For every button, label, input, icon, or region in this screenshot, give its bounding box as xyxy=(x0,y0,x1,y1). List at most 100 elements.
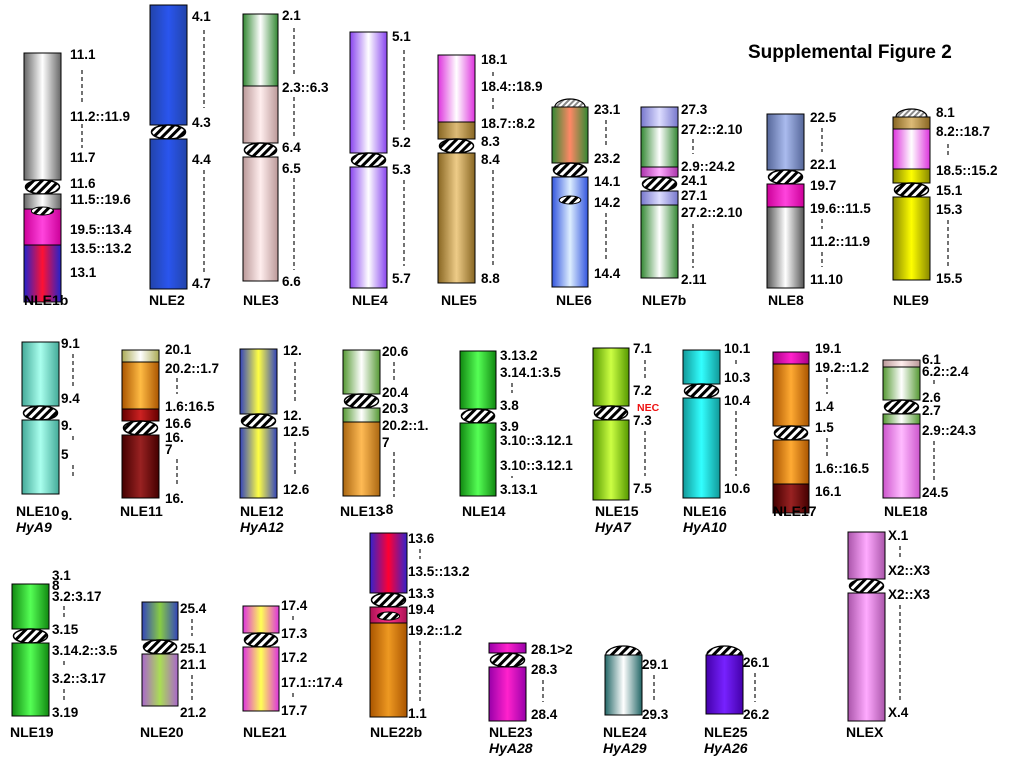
band-label-nle4-0: 5.1 xyxy=(392,29,411,44)
band-label-nle1b-2: 11.7 xyxy=(70,150,96,165)
band-label-nle8-1: 22.1 xyxy=(810,157,837,172)
homolog-label-nle25: HyA26 xyxy=(704,740,748,756)
band-label-nle5-3: 8.3 xyxy=(481,134,500,149)
chromosome-name-nlex: NLEX xyxy=(846,724,884,740)
inner-band-nle22b-0 xyxy=(376,611,401,621)
band-label-nle24-0: 29.1 xyxy=(642,657,669,672)
band-label-nle11-4: 16. xyxy=(165,430,184,445)
band-label-nle4-3: 5.7 xyxy=(392,271,411,286)
band-label-nle10-0: 9.1 xyxy=(61,336,80,351)
chromosome-name-nle5: NLE5 xyxy=(441,292,477,308)
band-label-nle6-3: 14.2 xyxy=(594,195,620,210)
chromosome-nle11: 20.120.2::1.71.6:16.516.616.716.NLE11 xyxy=(120,342,219,519)
band-nle7b-4 xyxy=(640,190,679,206)
band-label-nle5-1: 18.4::18.9 xyxy=(481,79,543,94)
centromere-nle14 xyxy=(460,408,496,424)
band-nle3-1 xyxy=(242,85,279,144)
band-label-nle7b-0: 27.3 xyxy=(681,102,708,117)
band-label-nle2-2: 4.4 xyxy=(192,152,211,167)
chromosome-name-nle14: NLE14 xyxy=(462,503,506,519)
band-label-nle19-6: 3.19 xyxy=(52,705,78,720)
chromosome-name-nle2: NLE2 xyxy=(149,292,185,308)
band-nle4-2 xyxy=(349,166,388,289)
band-label-nle14-5: 3.10::3.12.1 xyxy=(500,458,573,473)
chromosome-name-nle24: NLE24 xyxy=(603,724,647,740)
chromosome-name-nle20: NLE20 xyxy=(140,724,184,740)
centromere-nle23 xyxy=(489,652,526,668)
chromosome-name-nle7b: NLE7b xyxy=(642,292,686,308)
band-label-nle2-1: 4.3 xyxy=(192,115,211,130)
nec-label: NEC xyxy=(637,402,660,414)
band-label-nle6-0: 23.1 xyxy=(594,102,621,117)
band-nle9-0 xyxy=(892,116,931,130)
band-label-nle1b-6: 13.5::13.2 xyxy=(70,241,132,256)
homolog-label-nle24: HyA29 xyxy=(603,740,647,756)
band-label-nle5-0: 18.1 xyxy=(481,52,508,67)
band-label-nle10-1: 9.4 xyxy=(61,391,80,406)
band-nle3-0 xyxy=(242,13,279,87)
chromosome-name-nle11: NLE11 xyxy=(120,503,163,519)
band-label-nle5-2: 18.7::8.2 xyxy=(481,116,535,131)
centromere-nle6 xyxy=(552,162,588,178)
band-label-nle7b-5: 27.2::2.10 xyxy=(681,205,743,220)
band-label-nle6-4: 14.4 xyxy=(594,266,621,281)
band-label-nle17-1: 19.2::1.2 xyxy=(815,360,869,375)
band-label-nle23-0: 28.1>2 xyxy=(531,642,573,657)
band-label-nle11-0: 20.1 xyxy=(165,342,192,357)
band-label-nle7b-1: 27.2::2.10 xyxy=(681,122,743,137)
band-label-nle18-1: 6.2::2.4 xyxy=(922,364,969,379)
band-label-nle22b-5: 1.1 xyxy=(408,706,427,721)
chromosome-nle7b: 27.327.2::2.102.9::24.224.127.127.2::2.1… xyxy=(640,102,743,308)
band-label-nle16-1: 10.3 xyxy=(724,370,751,385)
band-nle17-3 xyxy=(772,439,810,485)
band-label-nle19-1: 8 xyxy=(52,578,60,593)
centromere-nle20 xyxy=(142,639,178,655)
inner-band-nle6-0 xyxy=(558,195,582,205)
band-nle22b-3 xyxy=(369,622,408,718)
band-label-nle21-1: 17.3 xyxy=(281,626,308,641)
band-nle15-0 xyxy=(592,347,630,407)
band-nle11-4 xyxy=(121,434,160,499)
band-label-nle5-4: 8.4 xyxy=(481,152,500,167)
band-label-nle10-4: 9. xyxy=(61,508,72,523)
chromosome-name-nle21: NLE21 xyxy=(243,724,287,740)
band-label-nle9-3: 15.1 xyxy=(936,183,963,198)
band-label-nle4-2: 5.3 xyxy=(392,162,411,177)
band-label-nle22b-2: 13.3 xyxy=(408,586,435,601)
band-label-nle11-1: 20.2::1.7 xyxy=(165,361,219,376)
band-label-nle14-2: 3.8 xyxy=(500,398,519,413)
band-nle19-0 xyxy=(11,583,50,630)
band-nle3-3 xyxy=(242,156,279,282)
centromere-nle7b xyxy=(641,176,678,192)
band-label-nle15-1: 7.2 xyxy=(633,383,652,398)
band-label-nle9-1: 8.2::18.7 xyxy=(936,124,990,139)
band-label-nle19-4: 3.14.2::3.5 xyxy=(52,643,118,658)
band-nle8-0 xyxy=(766,113,805,171)
band-nle16-2 xyxy=(682,397,721,499)
centromere-nlex xyxy=(848,578,885,594)
band-label-nle17-2: 1.4 xyxy=(815,399,834,414)
band-nle4-0 xyxy=(349,31,388,154)
chromosome-name-nle22b: NLE22b xyxy=(370,724,422,740)
band-label-nlex-1: X2::X3 xyxy=(888,563,931,578)
band-nle18-4 xyxy=(882,423,921,499)
band-label-nle13-0: 20.6 xyxy=(382,344,409,359)
band-label-nle17-3: 1.5 xyxy=(815,420,834,435)
band-nle17-4 xyxy=(772,483,810,514)
band-label-nle3-3: 6.5 xyxy=(282,161,301,176)
band-label-nle24-1: 29.3 xyxy=(642,707,669,722)
band-nle11-1 xyxy=(121,361,160,410)
band-nle10-0 xyxy=(21,341,60,407)
band-label-nle7b-6: 2.11 xyxy=(681,272,707,287)
band-nle13-0 xyxy=(342,349,381,395)
chromosome-name-nle25: NLE25 xyxy=(704,724,748,740)
figure-title: Supplemental Figure 2 xyxy=(748,42,952,63)
